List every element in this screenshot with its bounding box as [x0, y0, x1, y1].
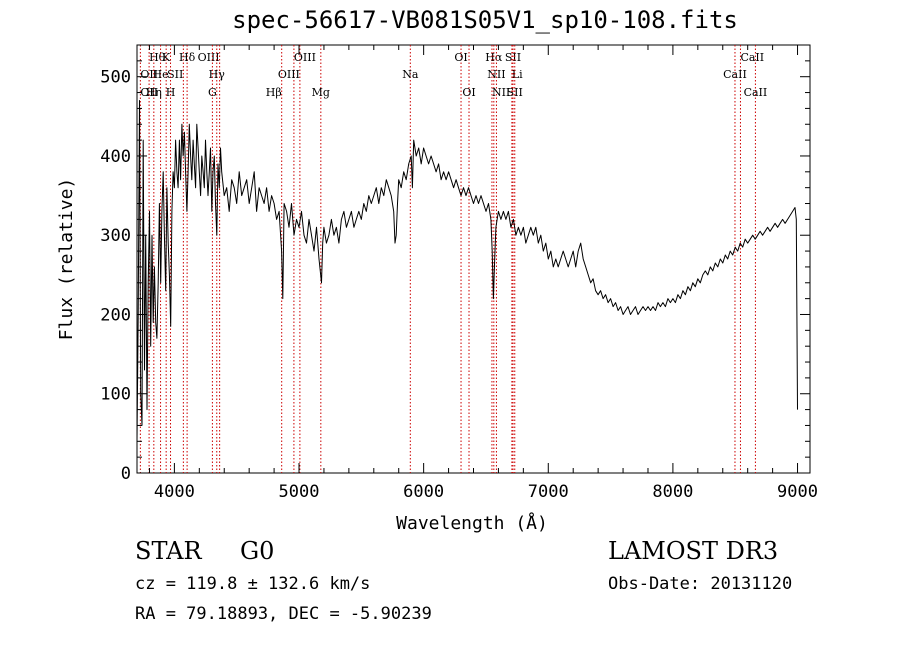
line-marker-label: CaII [744, 86, 768, 99]
survey-name: LAMOST DR3 [608, 537, 779, 565]
line-marker-label: Mg [312, 86, 330, 99]
line-marker-label: Na [402, 68, 419, 81]
line-marker-label: SII [167, 68, 183, 81]
line-marker-label: Hη [146, 86, 162, 99]
chart-title: spec-56617-VB081S05V1_sp10-108.fits [232, 6, 738, 34]
object-subclass: G0 [240, 537, 275, 565]
object-type: STAR [135, 537, 202, 565]
y-tick-label: 100 [100, 385, 131, 405]
redshift-velocity: cz = 119.8 ± 132.6 km/s [135, 574, 371, 594]
line-marker-label: OIII [278, 68, 300, 81]
y-tick-label: 500 [100, 68, 131, 88]
line-marker-label: H [166, 86, 176, 99]
line-marker-label: Hγ [209, 68, 226, 81]
series-layer [136, 100, 798, 442]
line-marker-label: Hβ [266, 86, 282, 99]
x-tick-label: 9000 [777, 482, 818, 502]
ra-dec-coordinates: RA = 79.18893, DEC = -5.90239 [135, 604, 432, 624]
x-tick-label: 7000 [528, 482, 569, 502]
line-marker-label: NII [487, 68, 505, 81]
x-tick-label: 5000 [279, 482, 320, 502]
line-marker-label: SII [507, 86, 523, 99]
line-marker-label: OI [462, 86, 475, 99]
line-marker-label: OI [454, 51, 467, 64]
x-tick-label: 8000 [652, 482, 693, 502]
x-tick-label: 6000 [403, 482, 444, 502]
line-marker-label: OII [140, 86, 158, 99]
x-tick-label: 4000 [154, 482, 195, 502]
line-marker-label: NII [492, 86, 510, 99]
line-marker-label: SII [505, 51, 521, 64]
line-marker-label: Hα [485, 51, 503, 64]
line-marker-label: CaII [723, 68, 747, 81]
y-tick-label: 400 [100, 147, 131, 167]
line-marker-label: OIII [198, 51, 220, 64]
y-tick-label: 0 [121, 464, 131, 484]
series-line-spectrum [136, 100, 798, 442]
y-tick-label: 200 [100, 305, 131, 325]
axis-ticks: 4000 5000 6000 7000 8000 9000 0 100 200 300 400 500 [100, 44, 818, 502]
line-marker-label: G [208, 86, 217, 99]
y-axis-label: Flux (relative) [56, 178, 77, 341]
line-marker-label: Li [512, 68, 523, 81]
y-tick-label: 300 [100, 226, 131, 246]
line-marker-label: Hδ [179, 51, 196, 64]
line-marker-label: He [153, 68, 169, 81]
line-marker-label: CaII [740, 51, 764, 64]
line-marker-label: Hθ [149, 51, 166, 64]
line-marker-label: K [162, 51, 171, 64]
x-axis-label: Wavelength (Å) [396, 512, 548, 534]
observation-date: Obs-Date: 20131120 [608, 574, 793, 594]
line-marker-label: OIII [294, 51, 316, 64]
plot-frame [136, 44, 811, 474]
